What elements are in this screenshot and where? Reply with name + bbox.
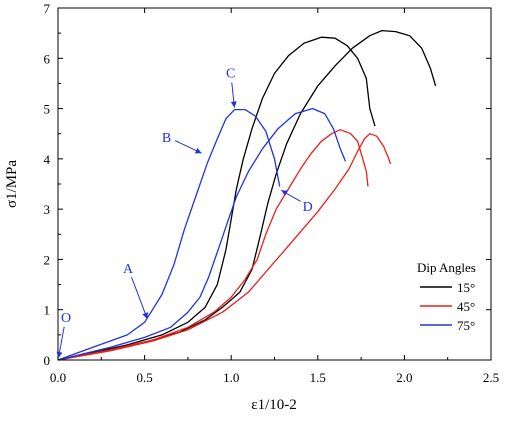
x-tick-label: 1.0	[223, 370, 239, 385]
annotation-arrowhead	[142, 312, 148, 319]
y-tick-label: 2	[44, 252, 51, 267]
annotation-label-a: A	[123, 262, 134, 277]
axis-ticks: 0.0 0.5 1.0 1.5 2.0 2.5 0 1 2 3 4 5 6 7	[44, 1, 500, 385]
annotation-label-o: O	[61, 311, 71, 326]
annotation-arrowhead	[194, 147, 202, 154]
legend-label: 15°	[457, 280, 475, 295]
y-tick-label: 3	[44, 202, 51, 217]
x-tick-label: 0.5	[136, 370, 152, 385]
point-annotations: O A B C D	[56, 67, 313, 359]
x-axis-label: ε1/10-2	[251, 397, 296, 413]
series-1-curve-0	[57, 129, 369, 361]
x-tick-label: 0.0	[50, 370, 66, 385]
y-axis-label: σ1/MPa	[4, 160, 20, 208]
x-tick-label: 2.0	[396, 370, 412, 385]
legend: Dip Angles 15° 45° 75°	[417, 260, 476, 333]
annotation-arrowhead	[230, 101, 237, 108]
legend-label: 45°	[457, 299, 475, 314]
plot-curves	[57, 29, 437, 361]
y-tick-label: 4	[44, 152, 51, 167]
y-tick-label: 6	[44, 51, 51, 66]
series-2-curve-0	[57, 108, 281, 361]
annotation-arrowhead	[56, 351, 63, 359]
series-0-curve-1	[57, 29, 437, 361]
series-1-curve-1	[57, 133, 392, 361]
x-tick-label: 1.5	[310, 370, 326, 385]
legend-title: Dip Angles	[417, 260, 476, 275]
y-tick-label: 0	[44, 353, 51, 368]
legend-label: 75°	[457, 318, 475, 333]
x-tick-label: 2.5	[483, 370, 499, 385]
y-tick-label: 5	[44, 102, 51, 117]
y-tick-label: 1	[44, 303, 51, 318]
series-2-curve-1	[57, 107, 347, 361]
annotation-arrowhead	[281, 190, 288, 196]
annotation-label-d: D	[303, 200, 313, 215]
annotation-label-b: B	[162, 131, 171, 146]
annotation-label-c: C	[226, 67, 235, 82]
plot-frame	[57, 7, 492, 361]
y-tick-label: 7	[44, 1, 51, 16]
annotation-arrow	[131, 276, 148, 320]
